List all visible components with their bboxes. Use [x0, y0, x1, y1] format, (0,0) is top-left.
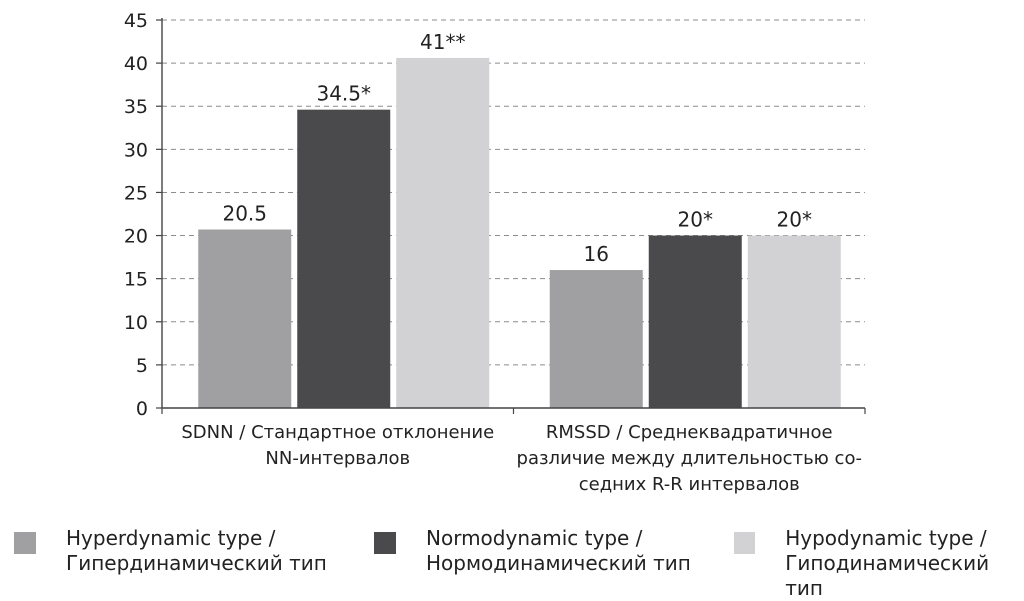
legend-label-line: Normodynamic type /	[426, 526, 643, 550]
y-tick-label: 15	[124, 269, 148, 291]
legend-swatch-hyperdynamic	[14, 532, 36, 554]
legend: Hyperdynamic type / Гипердинамический ти…	[0, 526, 1024, 600]
bar	[198, 229, 292, 408]
bar	[396, 57, 490, 409]
y-tick-label: 40	[124, 53, 148, 75]
legend-swatch-normodynamic	[374, 532, 396, 554]
y-tick-label: 45	[124, 10, 148, 32]
legend-item-hyperdynamic: Hyperdynamic type / Гипердинамический ти…	[14, 526, 327, 576]
data-label: 34.5*	[316, 82, 371, 106]
legend-label-line: Гипердинамический тип	[66, 551, 327, 575]
legend-label-hypodynamic: Hypodynamic type / Гиподинамический тип	[785, 526, 1024, 601]
bar	[549, 270, 643, 408]
legend-label-line: Hyperdynamic type /	[66, 526, 276, 550]
legend-label-hyperdynamic: Hyperdynamic type / Гипердинамический ти…	[66, 526, 327, 576]
bar-chart: 0 5 10 15 20 25 30 35 40 45 20.5 34.5* 41** 16 20* 20*…	[124, 10, 866, 495]
data-label: 20*	[777, 208, 812, 232]
data-labels: 20.5 34.5* 41** 16 20* 20*	[222, 30, 811, 266]
bars	[198, 57, 841, 409]
y-tick-label: 35	[124, 96, 148, 118]
legend-swatch-hypodynamic	[734, 532, 756, 554]
category-label: RMSSD / Среднеквадратичное	[546, 422, 833, 443]
y-tick-label: 0	[136, 398, 148, 420]
y-tick-label: 30	[124, 139, 148, 161]
legend-label-normodynamic: Normodynamic type / Нормодинамический ти…	[426, 526, 691, 576]
y-tick-label: 5	[136, 355, 148, 377]
axes	[156, 18, 866, 414]
category-label: NN-интервалов	[265, 448, 410, 469]
bar	[297, 109, 391, 408]
legend-label-line: Нормодинамический тип	[426, 551, 691, 575]
data-label: 20.5	[222, 202, 267, 226]
bar	[648, 235, 742, 408]
legend-item-normodynamic: Normodynamic type / Нормодинамический ти…	[374, 526, 691, 576]
data-label: 16	[584, 242, 609, 266]
bar	[747, 235, 841, 408]
legend-item-hypodynamic: Hypodynamic type / Гиподинамический тип	[734, 526, 1024, 601]
category-label: SDNN / Стандартное отклонение	[181, 422, 494, 443]
y-tick-label: 25	[124, 182, 148, 204]
data-label: 41**	[420, 30, 465, 54]
category-label: различие между длительностью со-	[517, 448, 862, 469]
y-tick-label: 10	[124, 312, 148, 334]
data-label: 20*	[678, 208, 713, 232]
legend-label-line: Hypodynamic type /	[785, 526, 987, 550]
legend-label-line: Гиподинамический тип	[785, 551, 990, 600]
category-labels: SDNN / Стандартное отклонение NN-интервал…	[181, 422, 862, 495]
y-tick-labels: 0 5 10 15 20 25 30 35 40 45	[124, 10, 148, 420]
y-tick-label: 20	[124, 226, 148, 248]
category-label: седних R-R интервалов	[579, 474, 800, 495]
